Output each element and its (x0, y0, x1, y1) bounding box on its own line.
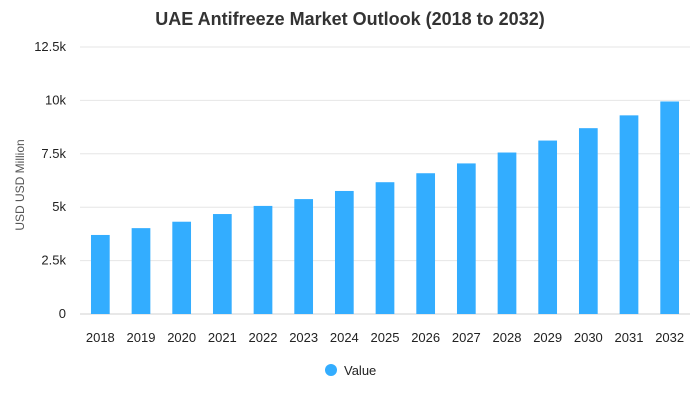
x-tick-label: 2026 (411, 330, 440, 345)
x-tick-label: 2029 (533, 330, 562, 345)
bar[interactable] (660, 101, 680, 314)
bar[interactable] (294, 199, 314, 314)
x-tick-label: 2027 (452, 330, 481, 345)
legend-marker[interactable] (325, 364, 337, 376)
y-tick-label: 10k (45, 92, 66, 107)
x-tick-label: 2024 (330, 330, 359, 345)
legend-label[interactable]: Value (344, 363, 376, 378)
legend[interactable]: Value (325, 363, 376, 378)
x-tick-label: 2022 (249, 330, 278, 345)
y-tick-label: 5k (52, 199, 66, 214)
x-tick-label: 2021 (208, 330, 237, 345)
y-tick-label: 7.5k (41, 146, 66, 161)
x-tick-label: 2030 (574, 330, 603, 345)
bar[interactable] (416, 173, 436, 314)
bar[interactable] (131, 228, 151, 314)
bar[interactable] (253, 205, 273, 314)
bar[interactable] (578, 128, 598, 314)
bar[interactable] (334, 190, 354, 314)
bar[interactable] (538, 140, 558, 314)
x-tick-label: 2019 (127, 330, 156, 345)
x-tick-label: 2020 (167, 330, 196, 345)
chart-title: UAE Antifreeze Market Outlook (2018 to 2… (155, 9, 544, 29)
x-tick-label: 2025 (371, 330, 400, 345)
bar[interactable] (90, 234, 110, 314)
bar[interactable] (212, 214, 232, 314)
y-tick-label: 2.5k (41, 253, 66, 268)
bar[interactable] (456, 163, 476, 314)
bar[interactable] (619, 115, 639, 315)
x-axis-ticks: 2018 2019 2020 2021 2022 2023 2024 2025 2026 2027… (86, 330, 684, 345)
x-tick-label: 2023 (289, 330, 318, 345)
bars (90, 101, 680, 315)
y-tick-label: 0 (59, 306, 66, 321)
y-axis-ticks: 0 2.5k 5k 7.5k 10k 12.5k (34, 39, 66, 321)
bar[interactable] (172, 221, 192, 314)
y-axis-label: USD USD Million (13, 139, 27, 230)
x-tick-label: 2028 (493, 330, 522, 345)
bar[interactable] (497, 152, 517, 314)
y-tick-label: 12.5k (34, 39, 66, 54)
bar[interactable] (375, 182, 395, 314)
x-tick-label: 2032 (655, 330, 684, 345)
x-tick-label: 2031 (615, 330, 644, 345)
x-tick-label: 2018 (86, 330, 115, 345)
